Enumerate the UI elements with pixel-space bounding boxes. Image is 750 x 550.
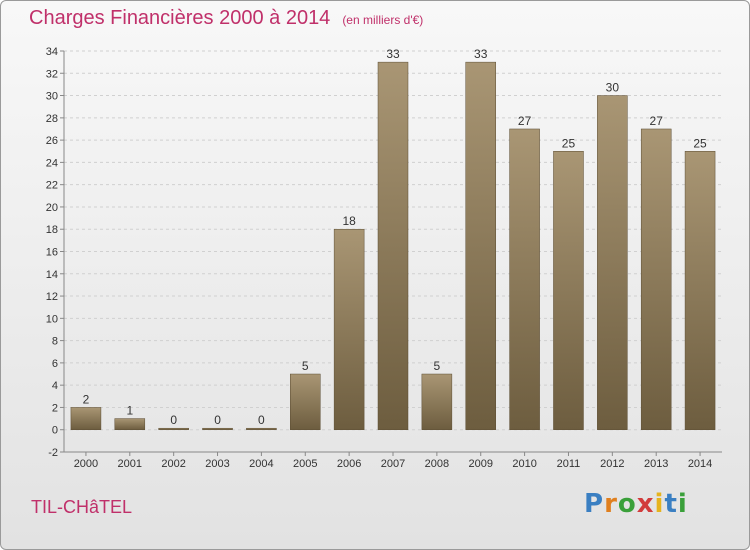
data-label: 27 [650,114,664,128]
y-tick-label: 28 [46,113,58,125]
logo-letter: x [636,489,655,519]
bar [246,427,277,430]
y-tick-label: 30 [46,91,58,103]
y-tick-label: 12 [46,291,58,303]
y-tick-label: 10 [46,313,58,325]
data-label: 25 [693,136,707,150]
y-tick-label: 34 [46,46,58,58]
data-labels: 2 1 0 0 0 5 18 33 5 33 27 25 30 27 25 [83,47,707,427]
logo-letter: r [604,489,618,519]
logo-letter: i [654,489,665,519]
title-line: Charges Financières 2000 à 2014 (en milli… [29,7,423,30]
y-tick-label: 0 [52,425,58,437]
y-tick-label: 4 [52,380,58,392]
logo-letter: P [584,489,605,519]
data-label: 1 [126,404,133,418]
x-tick-label: 2002 [161,458,185,470]
data-label: 27 [518,114,532,128]
bar [465,61,496,430]
bar [509,128,540,430]
bar [553,151,584,430]
x-tick-label: 2010 [512,458,536,470]
y-tick-label: 8 [52,336,58,348]
x-tick-label: 2009 [468,458,492,470]
x-tick-label: 2013 [644,458,668,470]
y-tick-label: 32 [46,68,58,80]
x-tick-label: 2007 [381,458,405,470]
data-label: 2 [83,392,90,406]
data-label: 0 [214,413,221,427]
data-label: 25 [562,136,576,150]
x-tick-label: 2006 [337,458,361,470]
bar [70,407,102,430]
y-tick-label: -2 [48,447,58,459]
bar [684,151,716,430]
y-tick-label: 26 [46,135,58,147]
x-tick-label: 2000 [74,458,98,470]
data-label: 30 [606,81,620,95]
data-label: 0 [258,413,265,427]
x-tick-label: 2012 [600,458,624,470]
y-tick-label: 14 [46,269,58,281]
data-label: 5 [302,359,309,373]
x-tick-label: 2004 [249,458,273,470]
logo-letter: t [664,489,678,519]
bar [333,228,365,430]
x-tick-label: 2014 [688,458,712,470]
y-tick-label: 18 [46,224,58,236]
logo-letter: o [617,489,637,519]
bar [202,427,233,430]
data-label: 33 [386,47,400,61]
y-tick-label: 24 [46,157,58,169]
bar [158,427,189,430]
commune-name: TIL-CHâTEL [31,497,133,517]
unit-note: (en milliers d'€) [342,13,424,27]
bar [290,373,321,430]
y-tick-label: 20 [46,202,58,214]
bar [640,128,672,430]
x-tick-label: 2003 [205,458,229,470]
x-tick-label: 2001 [118,458,142,470]
x-tick-label: 2008 [425,458,449,470]
bar [114,418,146,430]
logo-letter: i [677,489,688,519]
x-tick-label: 2005 [293,458,317,470]
chart-title: Charges Financières 2000 à 2014 [29,7,331,29]
y-tick-label: 6 [52,358,58,370]
proxiti-logo: Proxiti [584,489,688,519]
x-tick-label: 2011 [557,458,581,470]
bar [597,95,628,430]
data-label: 18 [342,214,356,228]
y-tick-label: 16 [46,247,58,259]
data-label: 0 [170,413,177,427]
bar [421,373,453,430]
bars [70,61,716,430]
data-label: 5 [434,359,441,373]
y-tick-label: 22 [46,180,58,192]
data-label: 33 [474,47,488,61]
bar [377,61,409,430]
y-tick-label: 2 [52,402,58,414]
